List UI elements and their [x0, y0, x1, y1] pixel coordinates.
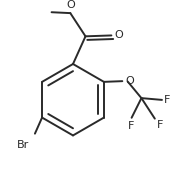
Text: O: O — [125, 76, 134, 86]
Text: Br: Br — [17, 140, 29, 150]
Text: O: O — [66, 0, 75, 10]
Text: F: F — [128, 121, 134, 131]
Text: O: O — [115, 30, 123, 40]
Text: F: F — [164, 95, 170, 105]
Text: F: F — [157, 120, 163, 130]
